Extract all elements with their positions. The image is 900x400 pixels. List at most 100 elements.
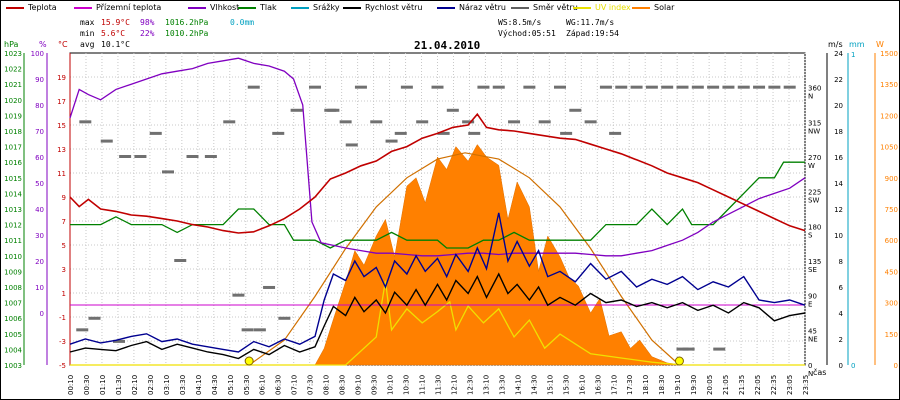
wind-direction-mark [76, 328, 89, 332]
x-tick-label: 02:10 [131, 375, 139, 395]
stat-sunrise: Východ:05:51 [498, 29, 556, 38]
x-tick-label: 15:30 [562, 375, 570, 395]
legend-swatch [632, 6, 650, 9]
legend-label: Rychlost větru [365, 3, 423, 12]
percent-tick-label: 10 [35, 284, 44, 292]
hpa-tick-label: 1006 [4, 315, 22, 323]
x-tick-label: 17:30 [626, 375, 634, 395]
wind-direction-mark [290, 108, 303, 112]
series-uv-line [70, 280, 805, 366]
x-tick-label: 06:10 [259, 375, 267, 395]
hpa-tick-label: 1010 [4, 253, 22, 261]
temp-tick-label: 19 [57, 74, 66, 82]
x-tick-label: 18:30 [658, 375, 666, 395]
solar-tick-label: 900 [885, 175, 898, 183]
wind-direction-mark [272, 131, 285, 135]
legend-label: Teplota [28, 3, 57, 12]
wind-direction-mark [88, 316, 101, 320]
percent-tick-label: 90 [35, 76, 44, 84]
wind-direction-mark [554, 85, 566, 89]
direction-tick-label: 225 [808, 189, 821, 197]
direction-tick-label: 0 [808, 362, 812, 370]
x-tick-label: 12:30 [466, 375, 474, 395]
wind-direction-mark [223, 120, 236, 124]
percent-tick-label: 30 [35, 232, 44, 240]
percent-tick-label: 60 [35, 154, 44, 162]
solar-tick-label: 300 [885, 300, 898, 308]
ms-tick-label: 16 [834, 154, 843, 162]
direction-tick-label: 135 [808, 258, 821, 266]
temp-tick-label: -1 [59, 314, 66, 322]
percent-tick-label: 0 [40, 310, 44, 318]
ms-tick-label: 22 [834, 76, 843, 84]
hpa-tick-label: 1003 [4, 362, 22, 370]
wind-direction-mark [523, 85, 536, 89]
solar-tick-label: 1200 [880, 112, 898, 120]
x-tick-label: 08:10 [323, 375, 331, 395]
hpa-tick-label: 1022 [4, 66, 22, 74]
legend-label: Tlak [260, 3, 277, 12]
x-tick-label: 16:30 [594, 375, 602, 395]
x-tick-label: 07:30 [307, 375, 315, 395]
x-axis-label: čas [813, 367, 826, 377]
legend-label: Přízemní teplota [96, 3, 162, 12]
x-tick-label: 07:10 [291, 375, 299, 395]
temp-tick-label: -5 [59, 362, 66, 370]
ms-tick-label: 12 [834, 206, 843, 214]
series-gust-line [69, 212, 806, 353]
legend-item-wind_dir: Směr větru [511, 3, 578, 12]
x-tick-label: 08:30 [339, 375, 347, 395]
legend-label: Směr větru [533, 3, 578, 12]
stat-rain-total: 0.0mm [230, 18, 255, 27]
x-tick-label: 14:10 [514, 375, 522, 395]
stat-max-temp: 15.9°C [101, 18, 130, 27]
direction-tick-compass: N [808, 370, 813, 378]
hpa-tick-label: 1011 [4, 237, 22, 245]
direction-tick-compass: N [808, 93, 813, 101]
wind-direction-mark [615, 85, 628, 89]
hpa-tick-label: 1017 [4, 144, 22, 152]
x-tick-label: 04:10 [195, 375, 203, 395]
stat-avg-temp: 10.1°C [101, 40, 130, 49]
stat-ws: WS:8.5m/s [498, 18, 542, 27]
legend-item-feels_like: Přízemní teplota [74, 3, 161, 12]
hpa-tick-label: 1012 [4, 222, 22, 230]
wind-direction-mark [327, 108, 340, 112]
stat-wg: WG:11.7m/s [566, 18, 615, 27]
wind-direction-mark [263, 285, 276, 289]
legend-label: Náraz větru [459, 3, 506, 12]
mm-tick-label: 0 [851, 362, 855, 370]
x-tick-label: 09:10 [355, 375, 363, 395]
wind-direction-mark [630, 85, 643, 89]
wind-direction-mark [462, 120, 475, 124]
ms-tick-label: 10 [834, 232, 843, 240]
temp-tick-label: 3 [62, 266, 66, 274]
hpa-tick-label: 1023 [4, 50, 22, 58]
percent-tick-label: 50 [35, 180, 44, 188]
x-tick-label: 22:05 [754, 375, 762, 395]
x-tick-label: 18:10 [642, 375, 650, 395]
legend-label: UV index [595, 3, 631, 12]
x-tick-label: 05:10 [227, 375, 235, 395]
stat-avg-label: avg [80, 40, 95, 49]
stat-max-press: 1016.2hPa [165, 18, 209, 27]
stat-min-press: 1010.2hPa [165, 29, 209, 38]
x-tick-label: 11:10 [419, 375, 427, 395]
solar-tick-label: 1500 [880, 50, 898, 58]
solar-tick-label: 150 [885, 331, 898, 339]
sunrise-marker [244, 356, 254, 366]
wind-direction-mark [707, 85, 720, 89]
wind-direction-mark [241, 328, 254, 332]
legend-swatch [573, 6, 591, 9]
hpa-tick-label: 1009 [4, 268, 22, 276]
x-tick-label: 11:30 [435, 375, 443, 395]
wind-direction-mark [232, 293, 245, 297]
direction-tick-label: 180 [808, 223, 821, 231]
ms-tick-label: 20 [834, 102, 843, 110]
x-tick-label: 09:30 [371, 375, 379, 395]
wind-direction-mark [768, 85, 781, 89]
direction-tick-compass: SW [808, 197, 819, 205]
wind-direction-mark [278, 316, 291, 320]
x-tick-label: 23:35 [802, 375, 810, 395]
legend-swatch [343, 6, 361, 9]
